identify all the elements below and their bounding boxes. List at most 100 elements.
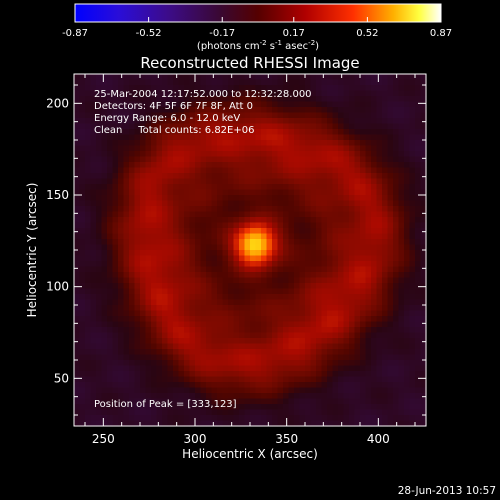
heatmap-cell [360, 343, 367, 350]
heatmap-cell [316, 261, 323, 268]
heatmap-cell [288, 123, 295, 130]
heatmap-cell [272, 118, 279, 125]
heatmap-cell [316, 156, 323, 163]
heatmap-cell [244, 173, 251, 180]
heatmap-cell [211, 145, 218, 152]
heatmap-cell [118, 250, 125, 257]
heatmap-cell [96, 228, 103, 235]
heatmap-cell [272, 184, 279, 191]
heatmap-cell [167, 195, 174, 202]
heatmap-cell [151, 96, 158, 103]
heatmap-cell [162, 316, 169, 323]
heatmap-cell [283, 173, 290, 180]
heatmap-cell [288, 222, 295, 229]
heatmap-cell [420, 349, 427, 356]
heatmap-cell [349, 233, 356, 240]
heatmap-cell [310, 387, 317, 394]
heatmap-cell [250, 288, 257, 295]
heatmap-cell [343, 222, 350, 229]
heatmap-cell [272, 354, 279, 361]
heatmap-cell [118, 316, 125, 323]
heatmap-cell [178, 217, 185, 224]
heatmap-cell [343, 349, 350, 356]
heatmap-cell [354, 338, 361, 345]
heatmap-cell [398, 266, 405, 273]
heatmap-cell [162, 272, 169, 279]
heatmap-cell [349, 145, 356, 152]
heatmap-cell [415, 184, 422, 191]
heatmap-cell [222, 184, 229, 191]
heatmap-cell [211, 305, 218, 312]
heatmap-cell [371, 217, 378, 224]
heatmap-cell [250, 79, 257, 86]
heatmap-cell [222, 415, 229, 422]
heatmap-cell [332, 371, 339, 378]
heatmap-cell [85, 272, 92, 279]
heatmap-cell [420, 321, 427, 328]
heatmap-cell [288, 228, 295, 235]
heatmap-cell [140, 283, 147, 290]
heatmap-cell [206, 156, 213, 163]
heatmap-cell [211, 244, 218, 251]
heatmap-cell [349, 134, 356, 141]
heatmap-cell [79, 134, 86, 141]
heatmap-cell [85, 145, 92, 152]
heatmap-cell [310, 140, 317, 147]
heatmap-cell [206, 327, 213, 334]
heatmap-cell [189, 343, 196, 350]
heatmap-cell [244, 338, 251, 345]
heatmap-cell [420, 85, 427, 92]
heatmap-cell [393, 305, 400, 312]
heatmap-cell [189, 299, 196, 306]
heatmap-cell [184, 156, 191, 163]
heatmap-cell [288, 85, 295, 92]
heatmap-cell [167, 228, 174, 235]
heatmap-cell [415, 272, 422, 279]
heatmap-cell [79, 409, 86, 416]
heatmap-cell [206, 244, 213, 251]
heatmap-cell [140, 250, 147, 257]
heatmap-cell [140, 316, 147, 323]
heatmap-cell [316, 228, 323, 235]
heatmap-cell [398, 376, 405, 383]
heatmap-cell [387, 305, 394, 312]
heatmap-cell [184, 376, 191, 383]
heatmap-cell [327, 151, 334, 158]
heatmap-cell [393, 233, 400, 240]
heatmap-cell [415, 255, 422, 262]
heatmap-cell [376, 167, 383, 174]
heatmap-cell [261, 393, 268, 400]
heatmap-cell [129, 343, 136, 350]
heatmap-cell [96, 409, 103, 416]
heatmap-cell [382, 156, 389, 163]
heatmap-cell [184, 338, 191, 345]
heatmap-cell [173, 343, 180, 350]
heatmap-cell [200, 200, 207, 207]
heatmap-cell [305, 200, 312, 207]
heatmap-cell [250, 96, 257, 103]
heatmap-cell [156, 167, 163, 174]
heatmap-cell [85, 393, 92, 400]
heatmap-cell [288, 167, 295, 174]
heatmap-cell [129, 211, 136, 218]
heatmap-cell [173, 310, 180, 317]
heatmap-cell [107, 294, 114, 301]
heatmap-cell [288, 266, 295, 273]
heatmap-cell [393, 107, 400, 114]
heatmap-cell [239, 167, 246, 174]
heatmap-cell [239, 321, 246, 328]
heatmap-cell [409, 79, 416, 86]
heatmap-cell [233, 206, 240, 213]
heatmap-cell [360, 420, 367, 427]
heatmap-cell [101, 74, 108, 81]
heatmap-cell [299, 79, 306, 86]
heatmap-cell [354, 239, 361, 246]
heatmap-cell [272, 305, 279, 312]
heatmap-cell [90, 316, 97, 323]
heatmap-cell [255, 338, 262, 345]
heatmap-cell [371, 349, 378, 356]
heatmap-cell [151, 393, 158, 400]
heatmap-cell [404, 151, 411, 158]
heatmap-cell [140, 310, 147, 317]
